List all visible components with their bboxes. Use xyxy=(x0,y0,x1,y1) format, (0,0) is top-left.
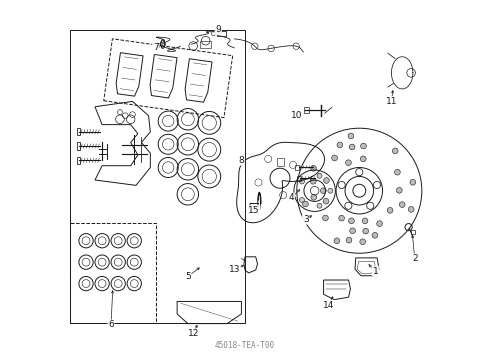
Text: 4: 4 xyxy=(289,193,294,202)
Circle shape xyxy=(362,218,368,224)
Text: 15: 15 xyxy=(248,206,260,215)
Circle shape xyxy=(323,198,329,204)
Circle shape xyxy=(311,179,316,184)
Text: 2: 2 xyxy=(412,254,417,263)
Circle shape xyxy=(396,188,402,193)
Circle shape xyxy=(363,228,368,234)
Circle shape xyxy=(332,155,338,161)
Circle shape xyxy=(372,233,378,238)
Text: 14: 14 xyxy=(323,301,335,310)
Text: 5: 5 xyxy=(185,272,191,281)
Circle shape xyxy=(392,148,398,154)
Circle shape xyxy=(360,239,366,245)
Circle shape xyxy=(350,228,355,234)
Text: 1: 1 xyxy=(372,267,378,276)
Circle shape xyxy=(317,203,322,208)
Circle shape xyxy=(323,177,329,183)
Circle shape xyxy=(317,173,322,178)
Circle shape xyxy=(348,133,354,139)
Text: 7: 7 xyxy=(153,43,159,52)
Circle shape xyxy=(348,218,354,224)
Text: 10: 10 xyxy=(291,111,302,120)
Circle shape xyxy=(345,160,351,166)
Text: 45018-TEA-T00: 45018-TEA-T00 xyxy=(215,341,275,350)
Circle shape xyxy=(360,156,366,162)
Circle shape xyxy=(337,142,343,148)
Text: 11: 11 xyxy=(386,97,397,106)
Circle shape xyxy=(311,194,317,200)
Circle shape xyxy=(410,179,416,185)
Circle shape xyxy=(394,169,400,175)
Text: 6: 6 xyxy=(108,320,114,329)
Text: 8: 8 xyxy=(239,156,245,165)
Circle shape xyxy=(361,143,367,149)
Text: 12: 12 xyxy=(188,329,199,338)
Circle shape xyxy=(399,202,405,207)
Circle shape xyxy=(299,197,304,202)
Circle shape xyxy=(320,188,326,194)
Circle shape xyxy=(334,238,340,244)
Circle shape xyxy=(346,237,352,243)
Circle shape xyxy=(339,215,344,221)
Circle shape xyxy=(349,144,355,150)
Circle shape xyxy=(328,188,333,193)
Circle shape xyxy=(303,201,308,207)
Circle shape xyxy=(387,207,393,213)
Text: 9: 9 xyxy=(215,26,221,35)
Circle shape xyxy=(311,166,317,171)
Circle shape xyxy=(377,221,383,226)
Circle shape xyxy=(322,215,328,221)
Circle shape xyxy=(299,179,304,184)
Text: 13: 13 xyxy=(228,265,240,274)
Text: 3: 3 xyxy=(303,215,309,224)
Circle shape xyxy=(408,207,414,212)
